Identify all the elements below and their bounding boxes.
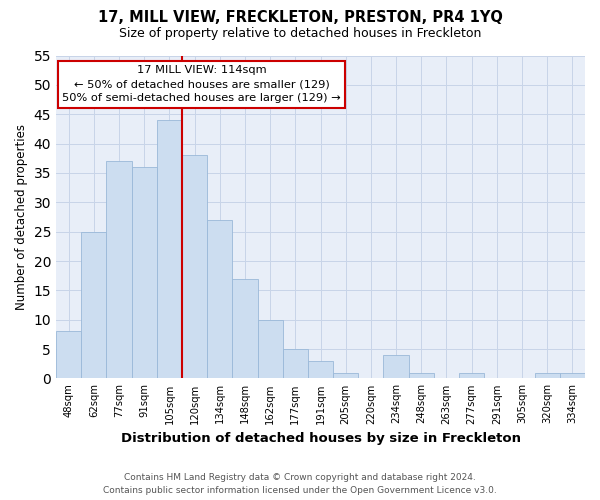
Bar [106, 161, 131, 378]
X-axis label: Distribution of detached houses by size in Freckleton: Distribution of detached houses by size … [121, 432, 521, 445]
Bar [232, 278, 257, 378]
Bar [207, 220, 232, 378]
Y-axis label: Number of detached properties: Number of detached properties [15, 124, 28, 310]
Bar [81, 232, 106, 378]
Bar [333, 372, 358, 378]
Bar [459, 372, 484, 378]
Text: Contains HM Land Registry data © Crown copyright and database right 2024.
Contai: Contains HM Land Registry data © Crown c… [103, 473, 497, 495]
Bar [535, 372, 560, 378]
Bar [409, 372, 434, 378]
Text: Size of property relative to detached houses in Freckleton: Size of property relative to detached ho… [119, 28, 481, 40]
Bar [131, 167, 157, 378]
Bar [56, 332, 81, 378]
Bar [560, 372, 585, 378]
Bar [308, 361, 333, 378]
Bar [182, 156, 207, 378]
Text: 17, MILL VIEW, FRECKLETON, PRESTON, PR4 1YQ: 17, MILL VIEW, FRECKLETON, PRESTON, PR4 … [98, 10, 502, 25]
Bar [257, 320, 283, 378]
Bar [157, 120, 182, 378]
Bar [283, 349, 308, 378]
Bar [383, 355, 409, 378]
Text: 17 MILL VIEW: 114sqm
← 50% of detached houses are smaller (129)
50% of semi-deta: 17 MILL VIEW: 114sqm ← 50% of detached h… [62, 65, 341, 103]
